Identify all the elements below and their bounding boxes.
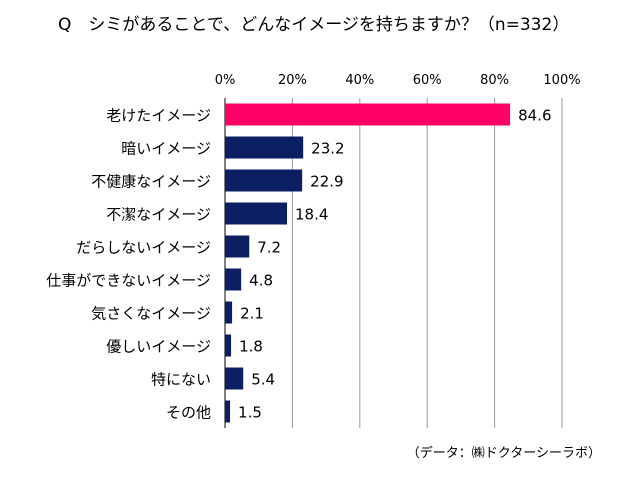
bar bbox=[225, 169, 303, 192]
value-labels: 84.6 23.2 22.9 18.4 7.2 4.8 2.1 1.8 5.4 1.5 bbox=[238, 107, 551, 422]
x-tick-label: 20% bbox=[278, 73, 307, 88]
category-label: 気さくなイメージ bbox=[91, 305, 211, 323]
bar bbox=[225, 268, 242, 291]
bars bbox=[225, 103, 511, 423]
category-label: その他 bbox=[166, 404, 211, 422]
category-label: 暗いイメージ bbox=[121, 140, 211, 158]
value-label: 18.4 bbox=[295, 206, 328, 224]
chart-title: Q シミがあることで、どんなイメージを持ちますか？（n=332） bbox=[58, 15, 570, 35]
x-tick-label: 100% bbox=[543, 73, 580, 88]
x-tick-label: 0% bbox=[215, 73, 236, 88]
bar bbox=[225, 136, 304, 159]
value-label: 7.2 bbox=[257, 239, 281, 257]
category-label: 老けたイメージ bbox=[106, 107, 211, 125]
bar bbox=[225, 334, 232, 357]
bar bbox=[225, 235, 250, 258]
value-label: 2.1 bbox=[240, 305, 264, 323]
category-label: 不健康なイメージ bbox=[91, 173, 211, 191]
category-label: 優しいイメージ bbox=[106, 338, 211, 356]
bar bbox=[225, 103, 511, 126]
x-tick-label: 80% bbox=[480, 73, 509, 88]
category-label: 特にない bbox=[151, 371, 211, 389]
value-label: 1.8 bbox=[239, 338, 263, 356]
source-note: （データ：㈱ドクターシーラボ） bbox=[406, 446, 601, 461]
value-label: 84.6 bbox=[518, 107, 551, 125]
value-label: 23.2 bbox=[311, 140, 344, 158]
category-labels: 老けたイメージ暗いイメージ不健康なイメージ不潔なイメージだらしないイメージ仕事が… bbox=[46, 107, 211, 422]
bar bbox=[225, 202, 288, 225]
value-label: 4.8 bbox=[249, 272, 273, 290]
bar bbox=[225, 367, 244, 390]
x-tick-label: 60% bbox=[413, 73, 442, 88]
category-label: 不潔なイメージ bbox=[106, 206, 211, 224]
bar bbox=[225, 400, 231, 423]
value-label: 5.4 bbox=[251, 371, 275, 389]
value-label: 1.5 bbox=[238, 404, 262, 422]
bar bbox=[225, 301, 233, 324]
x-axis-ticks: 0% 20% 40% 60% 80% 100% bbox=[215, 73, 581, 88]
category-label: 仕事ができないイメージ bbox=[46, 272, 211, 290]
category-label: だらしないイメージ bbox=[76, 239, 211, 257]
x-tick-label: 40% bbox=[345, 73, 374, 88]
value-label: 22.9 bbox=[310, 173, 343, 191]
